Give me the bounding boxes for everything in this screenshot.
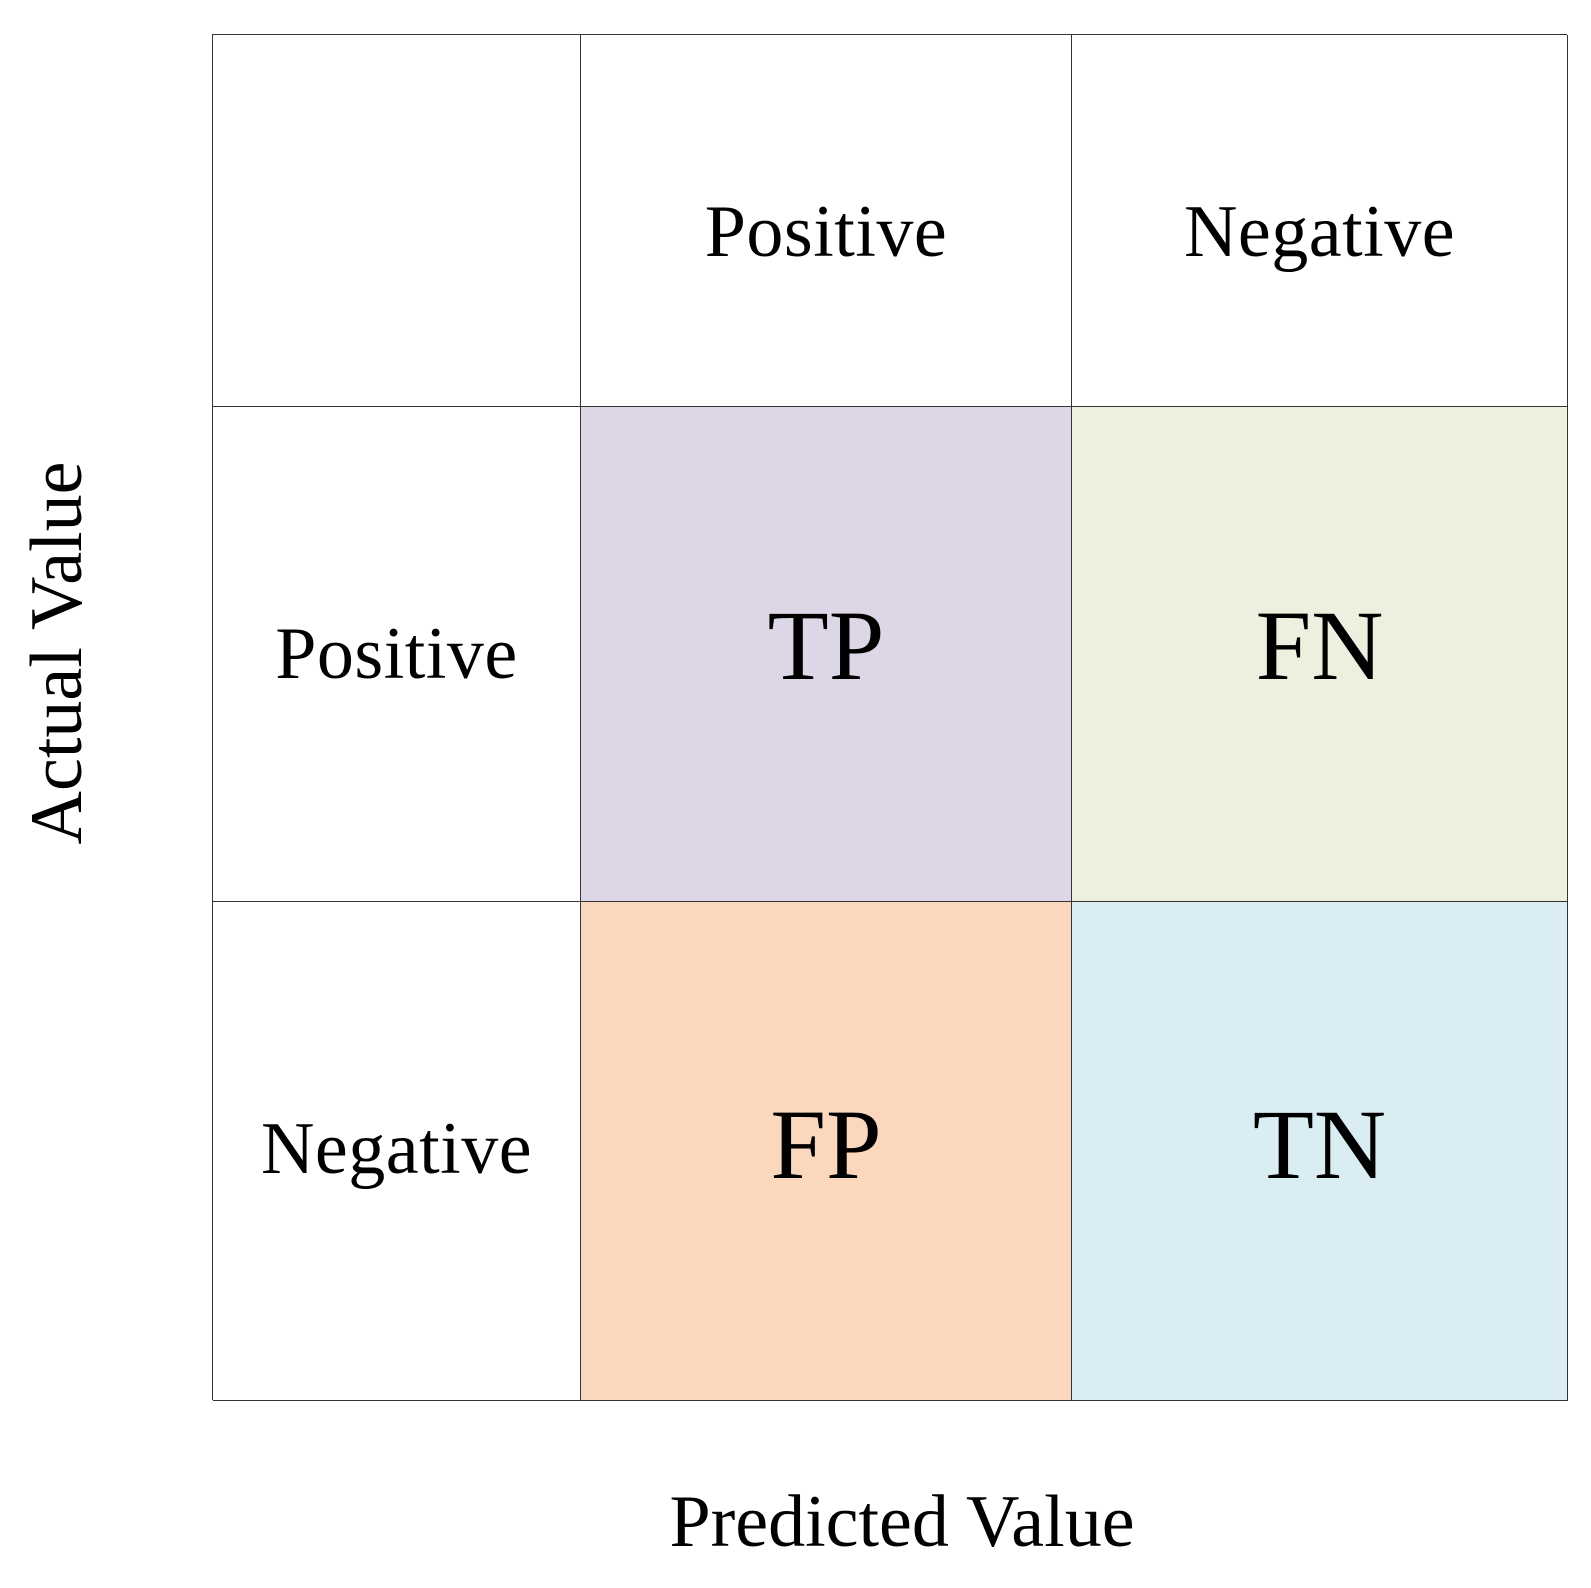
cell-false-positive: FP: [581, 902, 1072, 1401]
row-header-negative: Negative: [213, 902, 581, 1401]
column-header-positive: Positive: [581, 35, 1072, 407]
cell-label-fn: FN: [1255, 590, 1384, 701]
cell-label-fp: FP: [770, 1089, 882, 1200]
column-header-label: Negative: [1183, 190, 1456, 273]
corner-cell: [213, 35, 581, 407]
column-header-negative: Negative: [1072, 35, 1568, 407]
column-header-label: Positive: [704, 190, 948, 273]
cell-true-negative: TN: [1072, 902, 1568, 1401]
x-axis-label: Predicted Value: [669, 1481, 1135, 1563]
row-header-label: Negative: [260, 1108, 533, 1190]
cell-label-tp: TP: [767, 590, 885, 701]
cell-true-positive: TP: [581, 407, 1072, 902]
row-header-positive: Positive: [213, 407, 581, 902]
row-header-label: Positive: [275, 613, 518, 695]
confusion-matrix: Positive Negative Positive TP FN Negativ…: [212, 34, 1568, 1401]
y-axis-label: Actual Value: [16, 461, 98, 845]
cell-false-negative: FN: [1072, 407, 1568, 902]
cell-label-tn: TN: [1252, 1089, 1387, 1200]
